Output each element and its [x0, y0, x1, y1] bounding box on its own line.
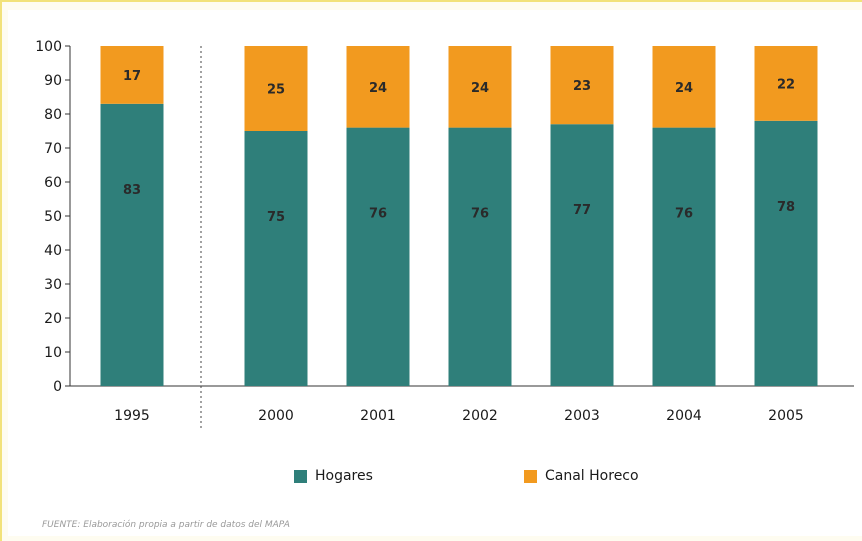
- bar-hogares-2000: [244, 131, 308, 386]
- y-tick-label: 30: [44, 277, 62, 293]
- bar-canal-horeco-2005: [754, 46, 818, 121]
- bar-hogares-2004: [652, 127, 716, 386]
- bar-hogares-2005: [754, 120, 818, 387]
- x-tick-label-2004: 2004: [666, 408, 702, 424]
- bar-hogares-1995: [100, 103, 164, 387]
- data-label-canal-horeco-2002: 24: [471, 81, 489, 96]
- y-tick-label: 100: [35, 39, 62, 55]
- y-tick-label: 10: [44, 345, 62, 361]
- y-tick-label: 60: [44, 175, 62, 191]
- bar-canal-horeco-2000: [244, 46, 308, 131]
- y-tick-label: 20: [44, 311, 62, 327]
- data-label-canal-horeco-2005: 22: [777, 77, 795, 92]
- bar-hogares-2003: [550, 124, 614, 386]
- y-tick-label: 70: [44, 141, 62, 157]
- bar-canal-horeco-1995: [100, 46, 164, 104]
- bar-hogares-2001: [346, 127, 410, 386]
- data-label-canal-horeco-1995: 17: [123, 69, 141, 84]
- data-label-hogares-2002: 76: [471, 207, 489, 222]
- y-tick-label: 0: [53, 379, 62, 395]
- bar-canal-horeco-2001: [346, 46, 410, 128]
- source-note: FUENTE: Elaboración propia a partir de d…: [42, 520, 290, 530]
- data-label-hogares-2004: 76: [675, 207, 693, 222]
- data-label-canal-horeco-2003: 23: [573, 79, 591, 94]
- legend-label-canal-horeco: Canal Horeco: [545, 468, 639, 484]
- x-tick-label-2005: 2005: [768, 408, 804, 424]
- y-axis: 0 10 20 30 40 50 60 70 80 90 100: [35, 39, 71, 395]
- legend-item-hogares: Hogares: [294, 467, 373, 485]
- legend-swatch-canal-horeco: [524, 469, 537, 483]
- data-label-hogares-2003: 77: [573, 203, 591, 218]
- bars: 83 17 75 25 76 24 76 24 77 23 76 24 78 22: [100, 46, 818, 387]
- y-tick-label: 80: [44, 107, 62, 123]
- x-tick-label-1995: 1995: [114, 408, 150, 424]
- stacked-bar-chart: 0 10 20 30 40 50 60 70 80 90 100 1995 2000 2001 2002 2…: [35, 39, 854, 428]
- bar-canal-horeco-2004: [652, 46, 716, 128]
- chart-panel: 0 10 20 30 40 50 60 70 80 90 100 1995 2000 2001 2002 2…: [8, 10, 862, 536]
- data-label-hogares-2005: 78: [777, 200, 795, 215]
- legend-label-hogares: Hogares: [315, 468, 373, 484]
- data-label-hogares-2000: 75: [267, 210, 285, 225]
- data-label-canal-horeco-2004: 24: [675, 81, 693, 96]
- x-tick-label-2003: 2003: [564, 408, 600, 424]
- legend-swatch-hogares: [294, 469, 307, 483]
- legend-item-canal-horeco: Canal Horeco: [524, 467, 639, 485]
- data-label-canal-horeco-2001: 24: [369, 81, 387, 96]
- y-tick-label: 90: [44, 73, 62, 89]
- x-tick-label-2002: 2002: [462, 408, 498, 424]
- bar-hogares-2002: [448, 127, 512, 386]
- y-tick-label: 50: [44, 209, 62, 225]
- x-tick-label-2001: 2001: [360, 408, 396, 424]
- bar-canal-horeco-2003: [550, 46, 614, 125]
- data-label-hogares-1995: 83: [123, 183, 141, 198]
- bar-canal-horeco-2002: [448, 46, 512, 128]
- x-tick-label-2000: 2000: [258, 408, 294, 424]
- data-label-hogares-2001: 76: [369, 207, 387, 222]
- y-tick-label: 40: [44, 243, 62, 259]
- data-label-canal-horeco-2000: 25: [267, 83, 285, 98]
